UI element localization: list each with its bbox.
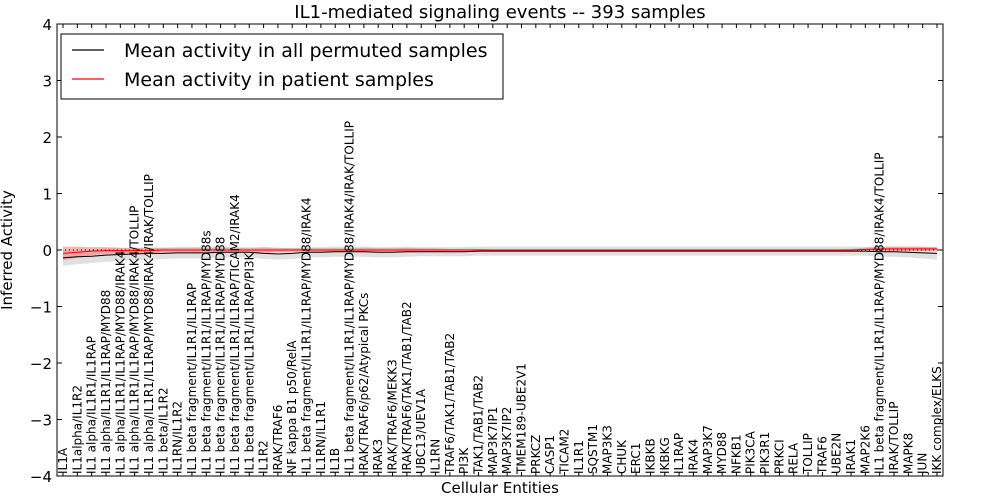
- x-tick-label: IRAK3: [371, 439, 385, 474]
- x-tick-label: RELA: [787, 442, 801, 474]
- x-tick-label: PRKCI: [772, 439, 786, 474]
- x-tick-label: IL1B: [328, 448, 342, 474]
- x-tick-label: IL1RN/IL1R1: [314, 401, 328, 474]
- x-tick-label: CHUK: [615, 439, 629, 474]
- y-tick-label: −1: [30, 299, 52, 317]
- x-tick-label: IRAK/TOLLIP: [887, 402, 901, 474]
- y-tick-label: 4: [42, 16, 52, 34]
- x-tick-label: IKK complex/ELKS: [930, 366, 944, 474]
- x-tick-label: IL1RN: [429, 439, 443, 474]
- x-tick-label: MAPK8: [901, 433, 915, 474]
- x-tick-label: IL1A: [56, 447, 70, 474]
- legend-label: Mean activity in all permuted samples: [124, 40, 487, 62]
- x-tick-label: IL1 alpha/IL1R1/IL1RAP/MYD88/IRAK4/IRAK/…: [142, 174, 156, 474]
- x-tick-label: IL1 beta fragment/IL1R1/IL1RAP/MYD88/IRA…: [873, 153, 887, 474]
- x-tick-label: IL1 beta fragment/IL1R1/IL1RAP/PI3K: [242, 251, 256, 474]
- x-axis-label: Cellular Entities: [441, 479, 559, 497]
- x-tick-label: ERC1: [629, 443, 643, 474]
- x-tick-label: IL1 alpha/IL1R1/IL1RAP/MYD88/IRAK4: [113, 251, 127, 474]
- legend-label: Mean activity in patient samples: [124, 69, 434, 91]
- y-axis-label: Inferred Activity: [0, 190, 16, 310]
- x-tick-label: IRAK/TRAF6: [271, 405, 285, 474]
- x-tick-label: MAP3K7IP2: [500, 407, 514, 474]
- x-tick-label: IL1RN/IL1R2: [171, 401, 185, 474]
- x-tick-label: PIK3R1: [758, 432, 772, 474]
- x-tick-label: MAP3K3: [600, 425, 614, 474]
- x-tick-label: MAP3K7IP1: [486, 407, 500, 474]
- chart-title: IL1-mediated signaling events -- 393 sam…: [294, 2, 705, 23]
- y-tick-label: −4: [30, 468, 52, 486]
- x-tick-labels: IL1A IL1alpha/IL1R2 IL1 alpha/IL1R1/IL1RAP…: [56, 121, 944, 475]
- x-tick-label: NF kappa B1 p50/RelA: [285, 340, 299, 474]
- y-tick-label: −3: [30, 412, 52, 430]
- x-tick-label: IL1 beta fragment/IL1R1/IL1RAP/MYD88/IRA…: [300, 197, 314, 474]
- x-tick-label: UBE2N: [830, 433, 844, 474]
- x-tick-label: IL1R2: [257, 440, 271, 474]
- y-tick-label: 0: [42, 242, 52, 260]
- x-tick-label: IL1R1: [572, 440, 586, 474]
- x-tick-label: TOLLIP: [801, 433, 815, 475]
- y-tick-label: 3: [42, 73, 52, 91]
- x-tick-label: IRAK1: [844, 439, 858, 474]
- x-tick-label: JUN: [916, 453, 930, 475]
- x-tick-label: PRKCZ: [529, 435, 543, 474]
- x-tick-label: IL1 alpha/IL1R1/IL1RAP/MYD88: [99, 290, 113, 474]
- x-tick-label: TMEM189-UBE2V1: [514, 363, 528, 475]
- x-tick-label: TRAF6: [815, 436, 829, 475]
- x-tick-label: TAK1/TAB1/TAB2: [472, 375, 486, 475]
- x-tick-label: UBC13/UEV1A: [414, 388, 428, 474]
- x-tick-label: SQSTM1: [586, 424, 600, 474]
- x-tick-label: PI3K: [457, 447, 471, 474]
- x-tick-label: NFKB1: [729, 434, 743, 474]
- confidence-bands: [63, 247, 937, 266]
- x-tick-label: IL1RAP: [672, 433, 686, 474]
- x-tick-label: IL1 alpha/IL1R1/IL1RAP: [85, 336, 99, 474]
- x-tick-label: IRAK/TRAF6/MEKK3: [386, 359, 400, 474]
- chart: IL1A IL1alpha/IL1R2 IL1 alpha/IL1R1/IL1RAP…: [0, 0, 1000, 500]
- x-tick-label: IL1alpha/IL1R2: [70, 385, 84, 474]
- x-tick-label: TICAM2: [557, 429, 571, 475]
- legend: Mean activity in all permuted samples Mea…: [61, 34, 503, 99]
- x-tick-label: IRAK/TRAF6/p62/Atypical PKCs: [357, 293, 371, 474]
- x-tick-label: TRAF6/TAK1/TAB1/TAB2: [443, 333, 457, 475]
- x-tick-label: CASP1: [543, 435, 557, 474]
- y-tick-label: 2: [42, 129, 52, 147]
- x-tick-label: IL1 beta fragment/IL1R1/IL1RAP/MYD88/IRA…: [343, 121, 357, 474]
- x-tick-label: IL1 beta fragment/IL1R1/IL1RAP/MYD88s: [199, 230, 213, 474]
- x-tick-label: IL1 beta/IL1R2: [156, 387, 170, 474]
- x-tick-label: MYD88: [715, 432, 729, 474]
- x-tick-label: MAP3K7: [701, 425, 715, 474]
- y-tick-label: −2: [30, 355, 52, 373]
- x-tick-label: IKBKG: [658, 437, 672, 474]
- x-tick-label: IRAK4: [686, 439, 700, 474]
- x-tick-label: IKBKB: [643, 438, 657, 474]
- x-tick-label: IL1 beta fragment/IL1R1/IL1RAP/MYD88: [214, 237, 228, 474]
- x-tick-label: PIK3CA: [744, 430, 758, 474]
- x-tick-label: MAP2K6: [858, 425, 872, 474]
- x-tick-label: IL1 beta fragment/IL1R1/IL1RAP/TICAM2/IR…: [228, 194, 242, 474]
- x-tick-label: IRAK/TRAF6/TAK1/TAB1/TAB2: [400, 301, 414, 474]
- y-tick-label: 1: [42, 186, 52, 204]
- x-tick-label: IL1 alpha/IL1R1/IL1RAP/MYD88/IRAK4/TOLLI…: [128, 206, 142, 474]
- x-tick-label: IL1 beta fragment/IL1R1/IL1RAP: [185, 283, 199, 474]
